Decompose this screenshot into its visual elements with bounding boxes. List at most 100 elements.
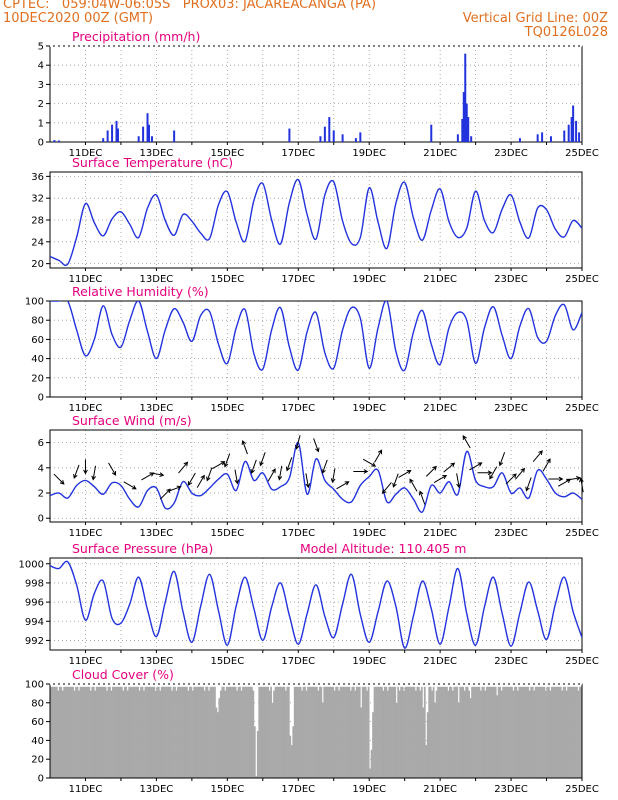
cloud-cover-bar — [425, 745, 428, 778]
cloud-cover-bar — [301, 690, 303, 778]
cloud-cover-bar — [107, 686, 110, 778]
cloud-cover-bar — [478, 686, 481, 778]
cloud-cover-bar — [92, 686, 95, 778]
wind-arrow — [223, 453, 231, 468]
cloud-cover-bar — [533, 690, 536, 778]
cloud-cover-bar — [169, 686, 172, 778]
y-tick-label: 0 — [38, 514, 44, 525]
cloud-cover-bar — [361, 686, 364, 778]
cloud-cover-bar — [239, 686, 241, 778]
cloud-cover-bar — [367, 686, 370, 778]
cloud-cover-bar — [151, 686, 154, 778]
cloud-cover-bar — [324, 686, 327, 778]
cloud-cover-bar — [106, 690, 108, 778]
cloud-cover-bar — [530, 686, 533, 778]
x-tick-label: 19DEC — [352, 528, 386, 539]
x-tick-label: 25DEC — [565, 528, 599, 539]
x-tick-label: 23DEC — [494, 656, 528, 667]
cloud-cover-bar — [349, 690, 352, 778]
cloud-cover-bar — [536, 686, 538, 778]
cloud-cover-bar — [321, 702, 324, 778]
x-tick-label: 11DEC — [69, 403, 103, 414]
cloud-cover-bar — [580, 686, 583, 778]
cloud-cover-bar — [474, 686, 476, 778]
cloud-cover-bar — [453, 686, 456, 778]
cloud-cover-bar — [553, 686, 556, 778]
cloud-cover-bar — [348, 686, 351, 778]
cloud-cover-bar — [76, 686, 79, 778]
cloud-cover-bar — [432, 686, 435, 778]
cloud-cover-bar — [224, 690, 227, 778]
cloud-cover-bar — [283, 686, 286, 778]
cloud-cover-bar — [531, 686, 534, 778]
precip-bar — [518, 138, 521, 142]
wind-arrow — [250, 459, 257, 474]
cloud-cover-bar — [234, 686, 237, 778]
y-tick-label: 6 — [38, 438, 44, 449]
x-tick-label: 21DEC — [423, 274, 457, 285]
cloud-cover-bar — [484, 690, 487, 778]
panel-title: Cloud Cover (%) — [72, 667, 174, 682]
precip-bar — [456, 134, 459, 142]
precip-bar — [430, 124, 433, 142]
cloud-cover-bar — [330, 686, 333, 778]
x-tick-label: 21DEC — [423, 528, 457, 539]
cloud-cover-bar — [456, 686, 459, 778]
cloud-cover-bar — [172, 686, 175, 778]
panel-3: Relative Humidity (%) 0 20 40 60 80 100 11DEC 13… — [25, 284, 599, 414]
cloud-cover-bar — [500, 690, 503, 778]
cloud-cover-bar — [351, 686, 354, 778]
wind-arrow — [392, 473, 399, 488]
x-tick-label: 21DEC — [423, 656, 457, 667]
x-tick-label: 25DEC — [565, 274, 599, 285]
cloud-cover-bar — [431, 690, 434, 778]
cloud-cover-bar — [493, 686, 496, 778]
cloud-cover-bar — [389, 686, 392, 778]
cloud-cover-bar — [221, 686, 224, 778]
cloud-cover-bar — [250, 686, 253, 778]
cloud-cover-bar — [273, 690, 275, 778]
cloud-cover-bar — [555, 686, 558, 778]
cloud-cover-bar — [147, 686, 150, 778]
cloud-cover-bar — [527, 686, 530, 778]
cloud-cover-bar — [98, 686, 101, 778]
cloud-cover-bar — [55, 686, 58, 778]
panel-4: Surface Wind (m/s) 0 2 4 6 11DEC 13DEC 15DEC 17D… — [38, 413, 599, 539]
cloud-cover-bar — [314, 686, 317, 778]
cloud-cover-bar — [524, 686, 527, 778]
cloud-cover-bar — [503, 686, 506, 778]
cloud-cover-bar — [248, 686, 250, 778]
cloud-cover-bar — [270, 686, 272, 778]
x-tick-label: 23DEC — [494, 148, 528, 159]
cloud-cover-bar — [237, 686, 240, 778]
cloud-cover-bar — [310, 686, 312, 778]
cloud-cover-bar — [342, 686, 345, 778]
cloud-cover-bar — [144, 686, 147, 778]
cloud-cover-bar — [522, 686, 525, 778]
y-tick-label: 0 — [38, 138, 44, 149]
precip-bar — [102, 138, 105, 142]
cloud-cover-bar — [236, 690, 238, 778]
x-tick-label: 19DEC — [352, 784, 386, 795]
x-tick-label: 13DEC — [140, 656, 174, 667]
cloud-cover-bar — [166, 686, 169, 778]
precip-bar — [354, 138, 357, 142]
wind-arrow — [83, 459, 88, 475]
cloud-cover-bar — [548, 686, 550, 778]
cloud-cover-bar — [83, 686, 86, 778]
cloud-cover-bar — [64, 686, 67, 778]
x-tick-label: 17DEC — [281, 274, 315, 285]
cloud-cover-bar — [140, 686, 142, 778]
cloud-cover-bar — [215, 707, 218, 778]
x-tick-label: 13DEC — [140, 274, 174, 285]
cloud-cover-bar — [165, 686, 168, 778]
precip-bar — [319, 136, 322, 142]
wind-arrow — [108, 462, 117, 476]
precip-bar — [461, 118, 464, 142]
cloud-cover-bar — [505, 686, 507, 778]
cloud-cover-bar — [101, 686, 104, 778]
series-line — [50, 560, 582, 649]
cloud-cover-bar — [516, 690, 519, 778]
x-tick-label: 15DEC — [210, 656, 244, 667]
precip-bar — [470, 136, 473, 142]
